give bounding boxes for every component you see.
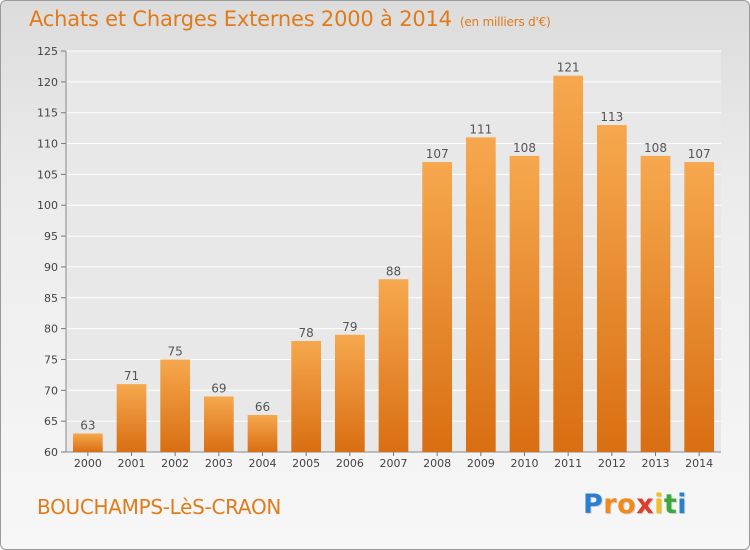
chart-title: Achats et Charges Externes 2000 à 2014 (e… [29, 7, 551, 31]
y-tick-label: 105 [37, 168, 58, 181]
x-tick-label: 2007 [380, 457, 408, 470]
logo-letter: r [603, 489, 618, 520]
data-label: 108 [513, 141, 536, 155]
bar [160, 359, 191, 452]
data-label: 71 [124, 369, 139, 383]
data-label: 111 [469, 122, 492, 136]
proxiti-logo: Proxiti [583, 489, 687, 520]
y-tick-label: 75 [44, 353, 58, 366]
data-label: 121 [557, 61, 580, 75]
bar [378, 279, 409, 452]
logo-letter: P [583, 489, 604, 520]
y-tick-label: 90 [44, 261, 58, 274]
bar [334, 334, 365, 452]
bar [640, 155, 671, 452]
data-label: 63 [80, 418, 95, 432]
bar [553, 75, 584, 452]
bar [684, 162, 715, 453]
x-tick-label: 2003 [205, 457, 233, 470]
x-tick-label: 2010 [511, 457, 539, 470]
data-label: 113 [600, 110, 623, 124]
x-tick-label: 2008 [423, 457, 451, 470]
unit-note: (en milliers d'€) [459, 15, 551, 29]
logo-letter: x [636, 489, 655, 520]
y-tick-label: 65 [44, 415, 58, 428]
y-tick-label: 110 [37, 138, 58, 151]
chart-title-text: Achats et Charges Externes 2000 à 2014 [29, 7, 452, 31]
y-tick-label: 95 [44, 230, 58, 243]
data-label: 108 [644, 141, 667, 155]
bar [72, 433, 103, 452]
data-label: 69 [211, 381, 226, 395]
x-tick-label: 2014 [685, 457, 713, 470]
logo-letter: o [617, 489, 637, 520]
x-tick-label: 2005 [292, 457, 320, 470]
data-label: 88 [386, 264, 401, 278]
commune-name: BOUCHAMPS-LèS-CRAON [37, 495, 282, 519]
bar [203, 396, 234, 452]
x-tick-label: 2001 [118, 457, 146, 470]
bar [422, 162, 453, 453]
logo-letter: t [663, 489, 678, 520]
x-tick-label: 2011 [554, 457, 582, 470]
x-tick-label: 2009 [467, 457, 495, 470]
y-tick-label: 80 [44, 323, 58, 336]
data-label: 107 [426, 147, 449, 161]
x-tick-label: 2012 [598, 457, 626, 470]
bar [116, 384, 147, 452]
x-tick-label: 2006 [336, 457, 364, 470]
data-label: 66 [255, 400, 270, 414]
x-tick-label: 2002 [161, 457, 189, 470]
data-label: 107 [688, 147, 711, 161]
y-tick-label: 115 [37, 107, 58, 120]
data-label: 79 [342, 320, 357, 334]
x-tick-label: 2000 [74, 457, 102, 470]
data-label: 78 [299, 326, 314, 340]
y-tick-label: 125 [37, 45, 58, 58]
bar [509, 155, 540, 452]
y-tick-label: 100 [37, 199, 58, 212]
logo-letter: i [677, 489, 688, 520]
y-tick-label: 120 [37, 76, 58, 89]
data-label: 75 [168, 344, 183, 358]
bar [247, 414, 278, 452]
bar [596, 125, 627, 453]
y-tick-label: 60 [44, 446, 58, 459]
y-tick-label: 70 [44, 384, 58, 397]
x-tick-label: 2004 [249, 457, 277, 470]
bar [465, 137, 496, 452]
bar [291, 340, 322, 452]
x-tick-label: 2013 [642, 457, 670, 470]
y-tick-label: 85 [44, 292, 58, 305]
logo-letter: i [654, 489, 664, 520]
